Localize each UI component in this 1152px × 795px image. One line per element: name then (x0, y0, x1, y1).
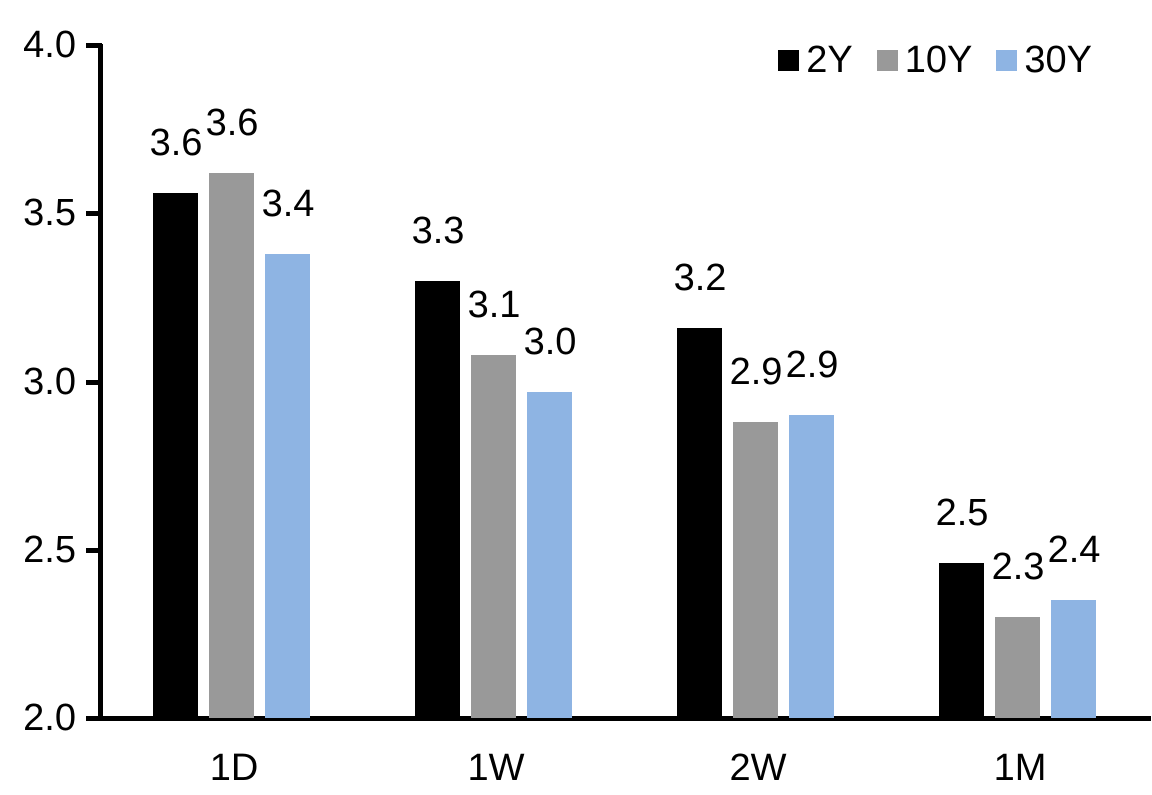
bar-2y-1m (939, 563, 984, 718)
bar-30y-2w (789, 415, 834, 718)
y-tick-label: 4.0 (23, 24, 76, 66)
bar-2y-2w (677, 328, 722, 718)
data-label-2y-1m: 2.5 (935, 492, 989, 534)
bar-10y-1w (471, 355, 516, 718)
data-label-10y-1d: 3.6 (205, 102, 259, 144)
data-label-2y-2w: 3.2 (673, 257, 727, 299)
x-category-label-1w: 1W (467, 747, 525, 789)
data-label-10y-1w: 3.1 (467, 284, 521, 326)
legend-swatch-30y (996, 49, 1018, 71)
bar-30y-1w (527, 392, 572, 718)
y-tick-label: 2.0 (23, 697, 76, 739)
x-category-label-1d: 1D (209, 747, 259, 789)
legend-label-10y: 10Y (904, 39, 973, 81)
data-label-30y-1d: 3.4 (261, 183, 315, 225)
bar-10y-2w (733, 422, 778, 718)
legend-swatch-10y (876, 49, 898, 71)
x-category-label-2w: 2W (729, 747, 787, 789)
x-axis-line (98, 716, 1151, 721)
bar-10y-1m (995, 617, 1040, 718)
data-label-10y-2w: 2.9 (729, 351, 783, 393)
y-tickmark (86, 211, 102, 216)
bar-2y-1w (415, 281, 460, 718)
bar-30y-1d (265, 254, 310, 718)
y-tick-label: 3.5 (23, 192, 76, 234)
data-label-2y-1d: 3.6 (149, 122, 203, 164)
data-label-10y-1m: 2.3 (991, 546, 1045, 588)
y-tickmark (86, 548, 102, 553)
x-category-label-1m: 1M (993, 747, 1047, 789)
data-label-30y-1m: 2.4 (1047, 529, 1101, 571)
legend-swatch-2y (778, 49, 800, 71)
bar-2y-1d (153, 193, 198, 718)
y-tickmark (86, 716, 102, 721)
y-tickmark (86, 43, 102, 48)
data-label-30y-2w: 2.9 (785, 344, 839, 386)
y-tick-label: 3.0 (23, 361, 76, 403)
bar-30y-1m (1051, 600, 1096, 718)
bar-10y-1d (209, 173, 254, 718)
legend: 2Y 10Y 30Y (778, 40, 1092, 80)
data-label-2y-1w: 3.3 (411, 210, 465, 252)
legend-label-30y: 30Y (1024, 39, 1092, 81)
data-label-30y-1w: 3.0 (523, 321, 577, 363)
legend-item-10y: 10Y (876, 39, 973, 81)
legend-item-2y: 2Y (778, 39, 853, 81)
legend-label-2y: 2Y (806, 39, 853, 81)
y-tickmark (86, 380, 102, 385)
y-tick-label: 2.5 (23, 529, 76, 571)
legend-item-30y: 30Y (996, 40, 1092, 80)
